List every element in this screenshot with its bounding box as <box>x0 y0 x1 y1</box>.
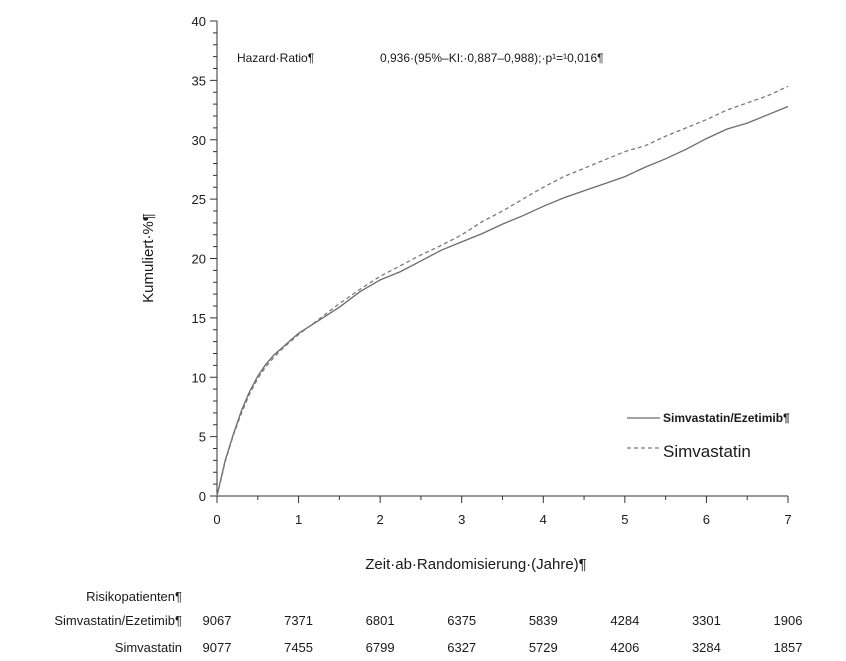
x-tick-label: 4 <box>540 512 547 527</box>
risk-cell: 3301 <box>691 613 721 628</box>
legend: Simvastatin/Ezetimib¶ Simvastatin <box>627 411 790 461</box>
risk-row-label: Simvastatin/Ezetimib¶ <box>54 613 182 628</box>
hazard-ratio-label: Hazard·Ratio¶ <box>237 51 314 65</box>
risk-cell: 6799 <box>365 640 395 655</box>
y-tick-label: 35 <box>192 73 206 88</box>
x-tick-label: 5 <box>621 512 628 527</box>
series-line-simvastatin <box>216 85 789 497</box>
risk-cell: 1857 <box>773 640 803 655</box>
y-tick-label: 40 <box>192 14 206 29</box>
risk-cell: 6327 <box>447 640 477 655</box>
y-tick-label: 5 <box>199 430 206 445</box>
series-layer <box>216 85 789 497</box>
risk-table-title: Risikopatienten¶ <box>86 589 182 604</box>
hazard-ratio-value: 0,936·(95%–KI:·0,887–0,988);·p¹=¹0,016¶ <box>380 51 604 65</box>
kaplan-meier-chart: 0 5 10 15 20 25 30 35 40 0 1 2 3 4 5 6 7 Kumuliert·%¶ Ze… <box>140 14 792 573</box>
risk-cell: 1906 <box>773 613 803 628</box>
y-tick-label: 10 <box>192 370 206 385</box>
y-tick-label: 15 <box>192 311 206 326</box>
legend-label-simvastatin: Simvastatin <box>663 442 751 461</box>
x-tick-label: 0 <box>213 512 220 527</box>
legend-label-simvastatin-ezetimib: Simvastatin/Ezetimib¶ <box>663 411 790 425</box>
risk-cell: 6375 <box>447 613 477 628</box>
risk-cell: 5729 <box>528 640 558 655</box>
y-tick-label: 30 <box>192 133 206 148</box>
x-tick-label: 3 <box>458 512 465 527</box>
x-tick-label: 7 <box>784 512 791 527</box>
x-tick-label: 6 <box>703 512 710 527</box>
risk-cell: 4284 <box>610 613 640 628</box>
x-tick-label: 1 <box>295 512 302 527</box>
y-axis-title: Kumuliert·%¶ <box>140 213 157 303</box>
x-axis-title: Zeit·ab·Randomisierung·(Jahre)¶ <box>365 556 586 573</box>
risk-cell: 9067 <box>202 613 232 628</box>
y-tick-label: 25 <box>192 192 206 207</box>
risk-cell: 4206 <box>610 640 640 655</box>
risk-cell: 5839 <box>528 613 558 628</box>
risk-cell: 3284 <box>691 640 721 655</box>
risk-cell: 9077 <box>202 640 232 655</box>
y-tick-label: 20 <box>192 252 206 267</box>
y-tick-label: 0 <box>199 489 206 504</box>
x-tick-label: 2 <box>377 512 384 527</box>
risk-cell: 6801 <box>365 613 395 628</box>
axes: 0 5 10 15 20 25 30 35 40 0 1 2 3 4 5 6 7 <box>192 14 792 527</box>
risk-cell: 7371 <box>284 613 314 628</box>
risk-row-label: Simvastatin <box>114 640 182 655</box>
risk-cell: 7455 <box>284 640 314 655</box>
series-line-simvastatin-ezetimib <box>216 105 789 497</box>
